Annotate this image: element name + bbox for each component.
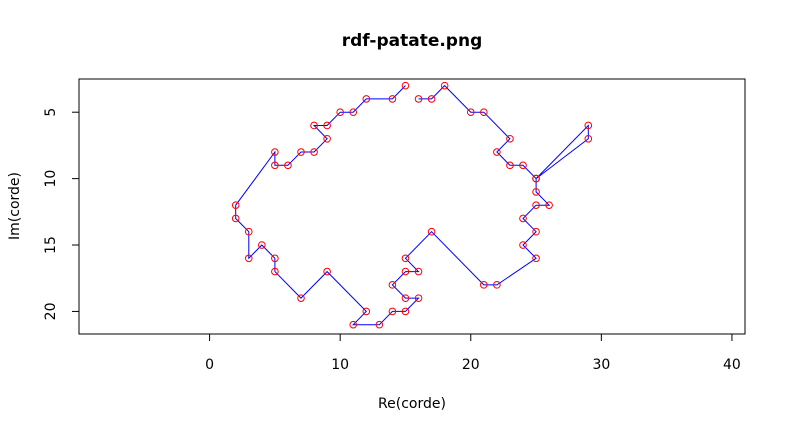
data-point	[532, 201, 540, 209]
data-point	[244, 254, 253, 263]
data-point	[584, 134, 593, 143]
data-point	[258, 241, 266, 249]
data-point	[310, 121, 318, 130]
series-points	[231, 81, 593, 329]
data-point	[506, 161, 514, 170]
data-point	[493, 281, 501, 289]
data-point	[519, 161, 527, 170]
x-tick-label: 30	[592, 357, 610, 373]
data-point	[362, 307, 371, 316]
series-polyline	[235, 84, 589, 326]
data-point	[506, 134, 514, 143]
data-point	[271, 148, 279, 156]
data-point	[323, 267, 331, 276]
data-point	[271, 267, 279, 276]
data-point	[584, 121, 593, 130]
y-tick-label: 5	[43, 108, 59, 117]
plot-frame	[78, 78, 746, 335]
data-point	[336, 108, 344, 117]
x-tick-label: 40	[723, 357, 741, 373]
data-point	[231, 214, 240, 223]
x-tick-label: 0	[205, 357, 214, 373]
data-point	[545, 201, 553, 209]
data-point	[519, 214, 527, 223]
x-tick-label: 20	[462, 357, 480, 373]
data-point	[401, 267, 410, 276]
data-point	[323, 134, 331, 143]
data-point	[362, 95, 371, 103]
data-point	[271, 161, 279, 170]
data-point	[310, 148, 318, 156]
data-point	[349, 108, 358, 117]
x-axis: 0 10 20 30 40	[205, 333, 741, 373]
data-point	[401, 294, 410, 302]
data-point	[244, 227, 253, 236]
data-point	[480, 281, 488, 289]
data-point	[532, 227, 540, 236]
data-point	[440, 81, 449, 90]
data-point	[414, 294, 423, 302]
data-point	[284, 161, 292, 170]
data-point	[297, 294, 305, 302]
data-point	[297, 148, 305, 156]
data-point	[427, 95, 436, 103]
series-line	[235, 84, 589, 326]
y-tick-label: 20	[43, 303, 59, 321]
data-point	[493, 148, 501, 156]
data-point	[414, 95, 423, 103]
data-point	[271, 254, 279, 263]
y-axis: 5 10 15 20	[43, 108, 80, 321]
y-axis-label: Im(corde)	[7, 172, 23, 240]
data-point	[349, 320, 358, 329]
data-point	[388, 307, 397, 316]
data-point	[427, 227, 436, 236]
data-point	[466, 108, 475, 117]
x-axis-label: Re(corde)	[378, 396, 446, 412]
data-point	[323, 121, 331, 130]
data-point	[480, 108, 488, 117]
y-tick-label: 10	[43, 170, 59, 188]
data-point	[388, 281, 397, 289]
x-tick-label: 10	[331, 357, 349, 373]
data-point	[401, 81, 410, 90]
data-point	[532, 174, 540, 183]
data-point	[401, 307, 410, 316]
data-point	[532, 188, 540, 196]
data-point	[532, 254, 540, 263]
data-point	[519, 241, 527, 249]
chart-title: rdf-patate.png	[342, 31, 483, 51]
data-point	[375, 320, 384, 329]
data-point	[231, 201, 240, 209]
data-point	[414, 267, 423, 276]
y-tick-label: 15	[43, 236, 59, 254]
data-point	[388, 95, 397, 103]
data-point	[401, 254, 410, 263]
